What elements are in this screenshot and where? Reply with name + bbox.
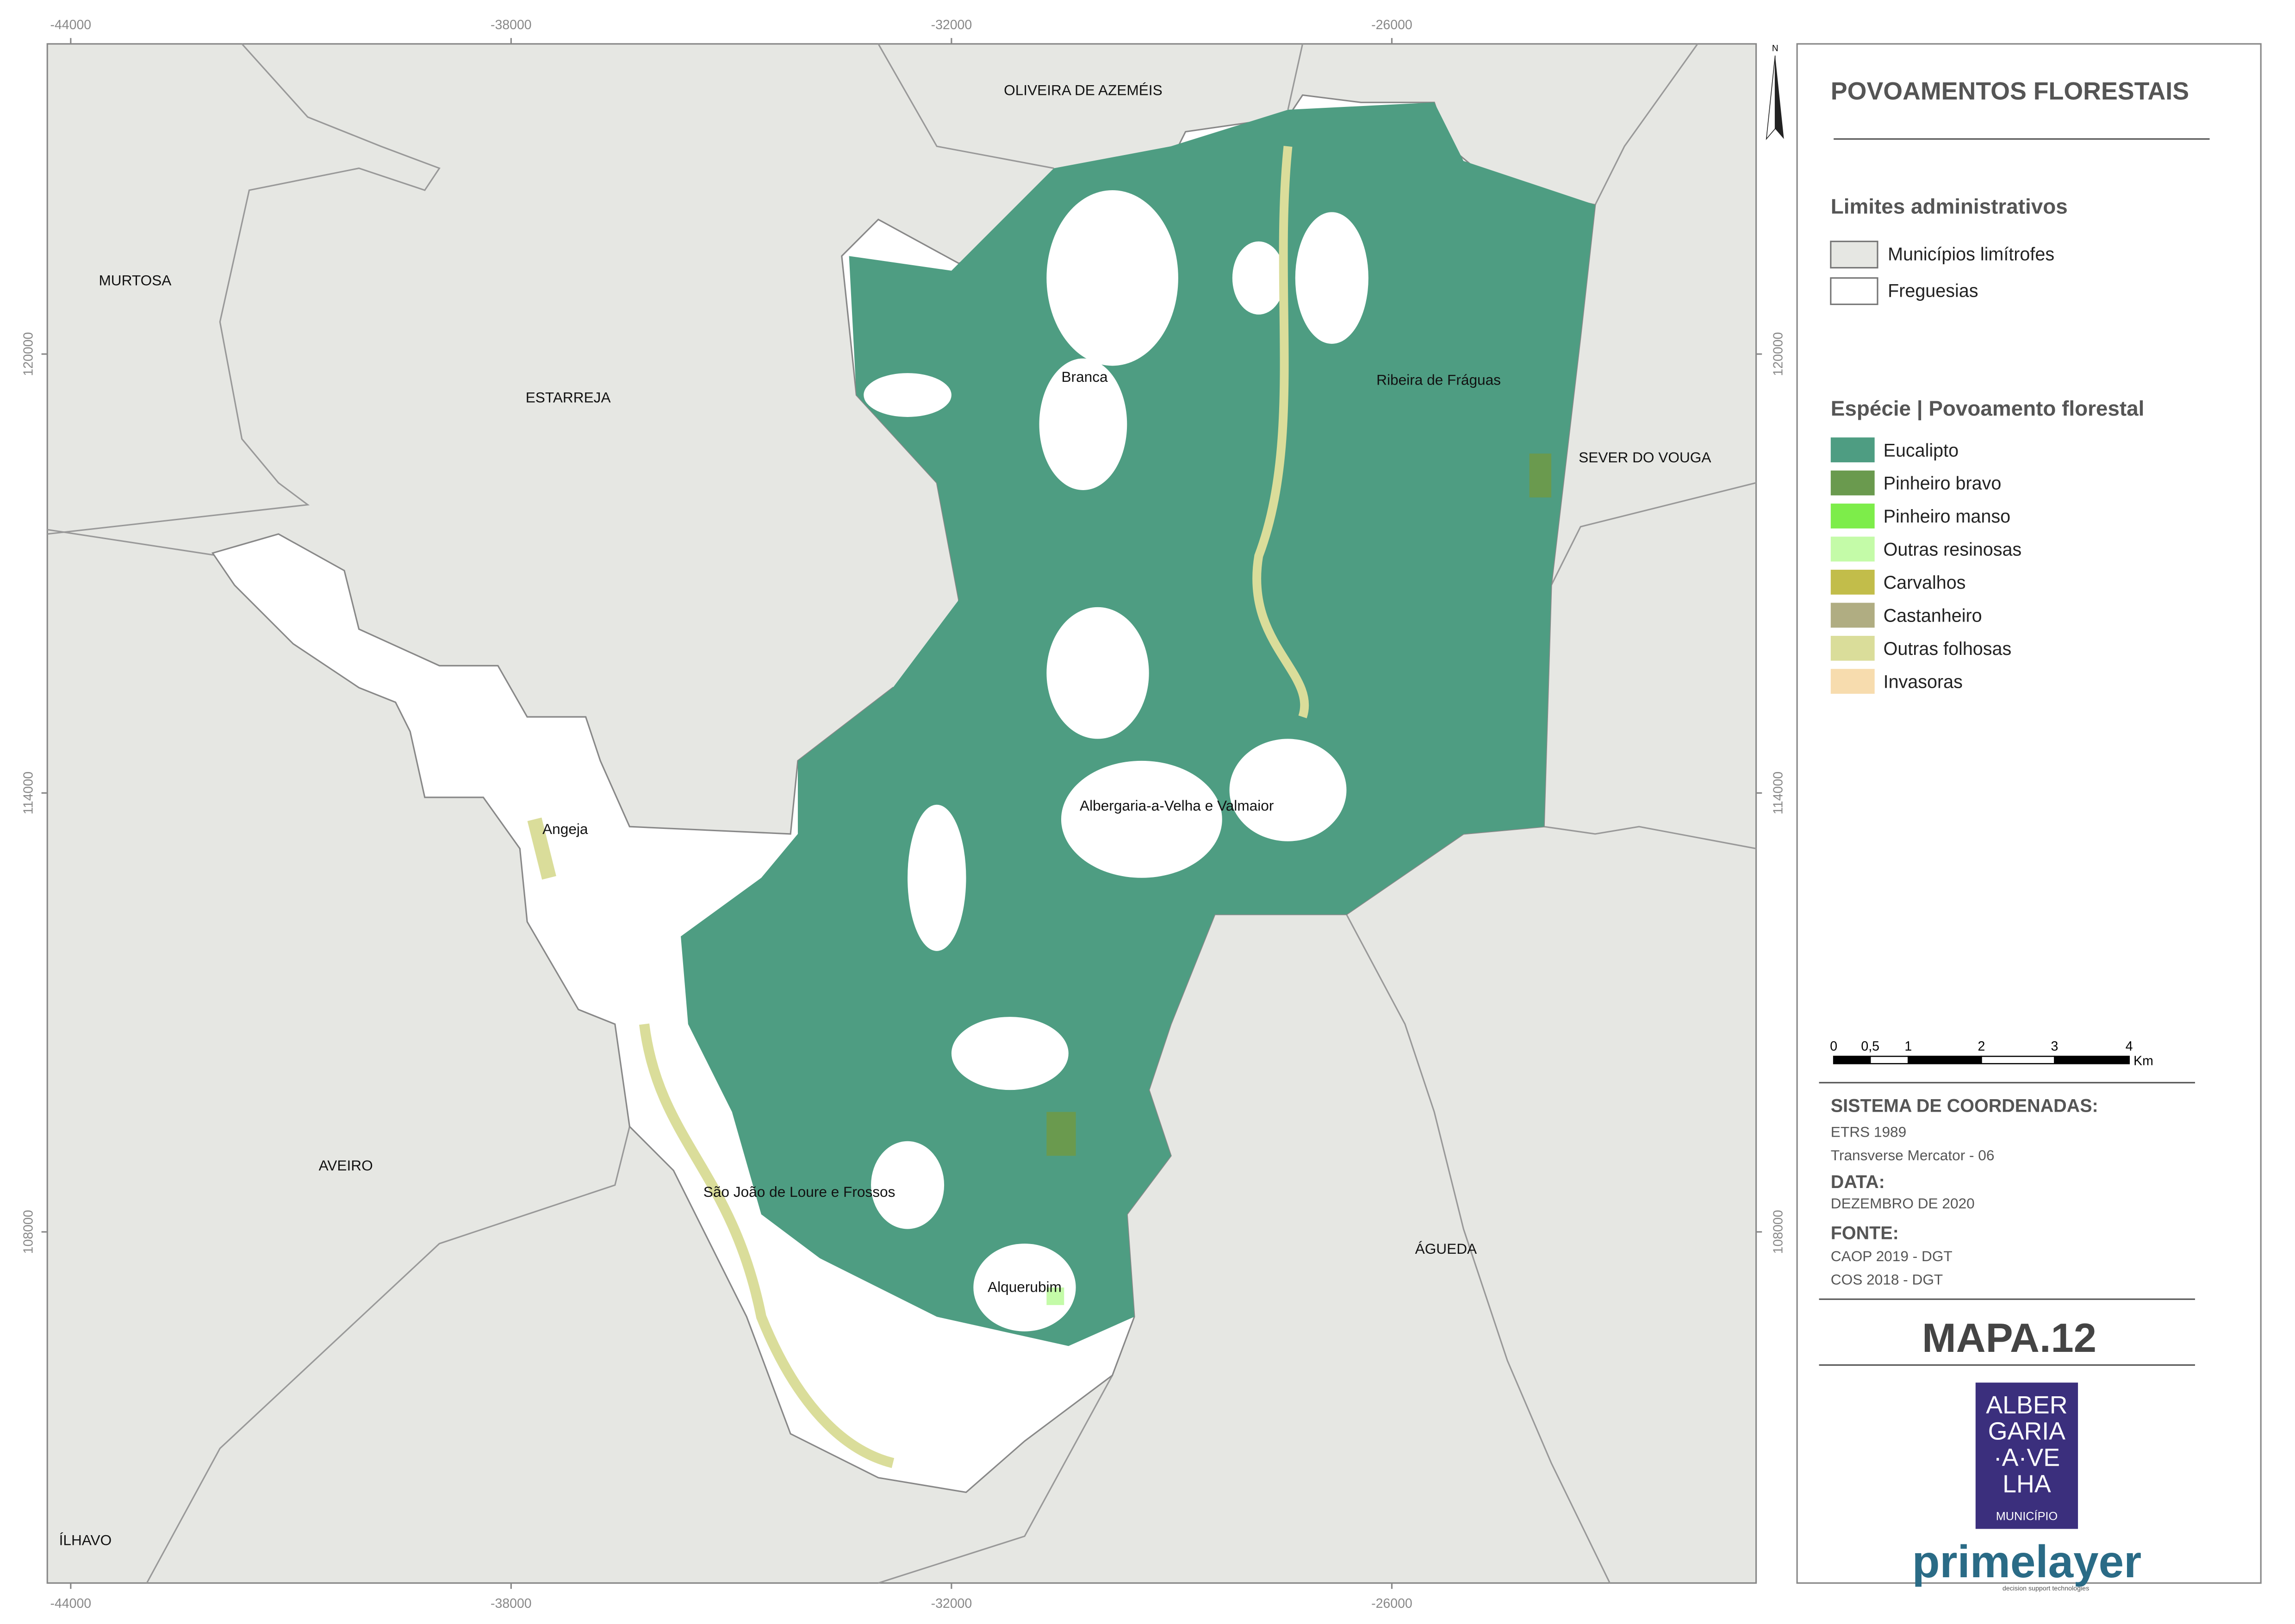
place-label: Branca [1061,368,1108,385]
logo-text: GARIA [1988,1418,2065,1445]
legend-swatch [1830,277,1878,305]
place-label: ÁGUEDA [1415,1240,1477,1257]
clearings [864,190,1368,1332]
y-tick-label: 108000 [21,1210,36,1254]
place-label: OLIVEIRA DE AZEMÉIS [1004,81,1163,98]
scale-segment [1908,1056,1982,1064]
logo-text: ·A·VE [1994,1444,2060,1472]
logo-text: ALBER [1986,1391,2067,1419]
place-label: MURTOSA [99,272,172,288]
place-label: ÍLHAVO [59,1531,112,1548]
legend-label: Carvalhos [1884,572,1966,593]
place-label: ESTARREJA [526,389,611,405]
info-heading: SISTEMA DE COORDENADAS: [1831,1096,2098,1116]
legend-swatch [1830,241,1878,269]
legend-label: Pinheiro bravo [1884,473,2002,494]
scale-segment [1833,1056,1871,1064]
legend-swatch [1830,504,1875,529]
y-tick-label: 120000 [21,332,36,376]
legend-label: Invasoras [1884,672,1963,692]
scale-label: 2 [1978,1039,1985,1054]
x-tick-label: -26000 [1371,18,1412,32]
info-heading: DATA: [1831,1172,1885,1192]
boundaries [47,43,1756,1584]
logo-text: LHA [2003,1470,2051,1498]
x-tick-label: -32000 [931,1596,972,1611]
legend-swatch [1830,569,1875,595]
map-id: MAPA.12 [1922,1315,2096,1361]
info-text: COS 2018 - DGT [1831,1271,1943,1288]
place-label: Angeja [542,821,588,837]
place-label: Ribeira de Fráguas [1376,371,1501,388]
scale-label: 1 [1904,1039,1912,1054]
x-tick-label: -32000 [931,18,972,32]
legend-swatch [1830,536,1875,562]
legend-swatch [1830,635,1875,661]
y-tick-label: 114000 [1771,772,1785,815]
y-tick-label: 108000 [1771,1210,1785,1254]
company-tagline: decision support technologies [2003,1585,2089,1592]
map-frame: OLIVEIRA DE AZEMÉIS MURTOSA ESTARREJA Branc… [21,18,1786,1611]
y-tick-label: 114000 [21,772,36,815]
x-tick-label: -38000 [491,18,532,32]
legend-swatch [1830,669,1875,694]
info-text: Transverse Mercator - 06 [1831,1147,1995,1164]
legend-label: Municípios limítrofes [1888,244,2054,265]
x-tick-label: -44000 [50,18,92,32]
logo-subtitle: MUNICÍPIO [1996,1510,2058,1523]
info-text: ETRS 1989 [1831,1123,1906,1140]
company: primelayer [1912,1536,2142,1587]
scale-label: 3 [2051,1039,2059,1054]
admin-legend-title: Limites administrativos [1831,195,2068,218]
other-species [527,146,1552,1468]
legend-label: Eucalipto [1884,440,1959,460]
title: POVOAMENTOS FLORESTAIS [1831,77,2189,105]
info-heading: FONTE: [1831,1223,1899,1244]
place-label: Albergaria-a-Velha e Valmaior [1080,797,1274,814]
legend-swatch [1830,437,1875,462]
x-tick-label: -38000 [491,1596,532,1611]
info-text: DEZEMBRO DE 2020 [1831,1195,1975,1212]
place-label: São João de Loure e Frossos [703,1183,896,1200]
scale-unit: Km [2133,1053,2153,1068]
legend-label: Outras resinosas [1884,540,2022,560]
species-legend-title: Espécie | Povoamento florestal [1831,397,2145,420]
scale-segment [1869,1056,1909,1064]
info-text: CAOP 2019 - DGT [1831,1248,1953,1264]
scale-label: 0,5 [1861,1039,1879,1054]
legend-label: Castanheiro [1884,606,1982,626]
legend-label: Outras folhosas [1884,639,2012,659]
legend-label: Freguesias [1888,281,1978,301]
x-tick-label: -44000 [50,1596,92,1611]
north-label: N [1772,44,1779,54]
scale-segment [1981,1056,2055,1064]
north-arrow: N [1766,44,1784,140]
x-tick-label: -26000 [1371,1596,1412,1611]
legend-label: Pinheiro manso [1884,506,2010,527]
scale-label: 4 [2126,1039,2133,1054]
scale-segment [2054,1056,2130,1064]
place-label: Alquerubim [988,1278,1062,1295]
y-tick-label: 120000 [1771,332,1785,376]
logo-box [1975,1382,2078,1529]
place-label: SEVER DO VOUGA [1579,449,1711,466]
scale-label: 0 [1830,1039,1837,1054]
legend-swatch [1830,470,1875,496]
place-label: AVEIRO [319,1157,373,1174]
legend-swatch [1830,603,1875,628]
